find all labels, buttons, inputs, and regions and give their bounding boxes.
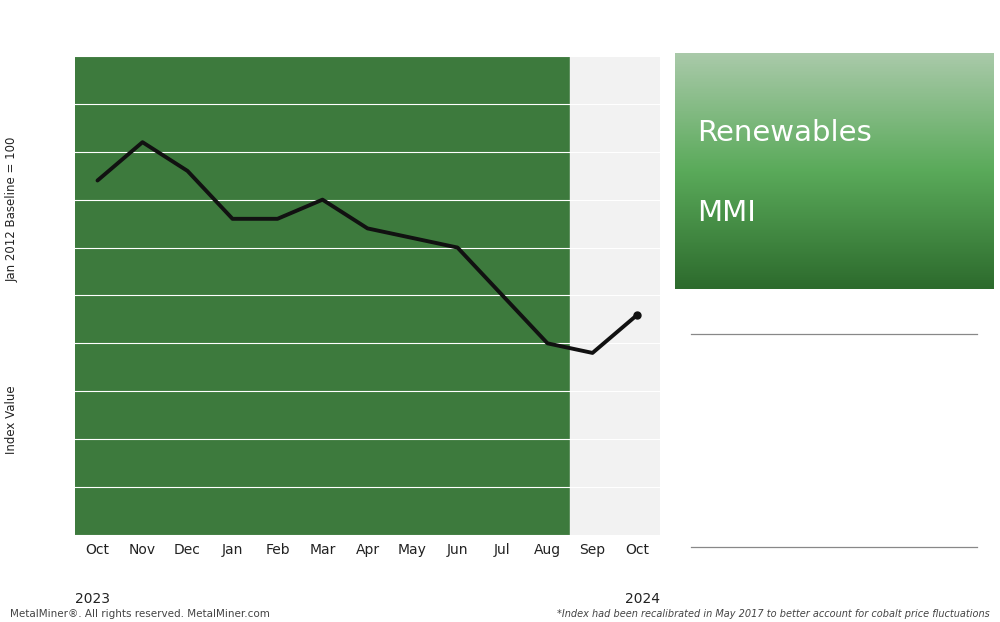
- Text: Jan 2012 Baseline = 100: Jan 2012 Baseline = 100: [5, 137, 19, 282]
- Text: MMI: MMI: [697, 200, 756, 228]
- Text: Sideways: Sideways: [796, 444, 888, 463]
- Text: Renewables: Renewables: [697, 119, 872, 147]
- Text: Index Value: Index Value: [5, 386, 18, 454]
- Text: *Index had been recalibrated in May 2017 to better account for cobalt price fluc: *Index had been recalibrated in May 2017…: [557, 609, 990, 619]
- Bar: [570, 56, 660, 535]
- Text: 2024: 2024: [625, 592, 660, 606]
- Text: to October,: to October,: [796, 394, 906, 414]
- Text: 2023: 2023: [75, 592, 110, 606]
- Text: September: September: [796, 345, 904, 364]
- Text: (Down 0.12%): (Down 0.12%): [796, 494, 934, 513]
- Text: MetalMiner®. All rights reserved. MetalMiner.com: MetalMiner®. All rights reserved. MetalM…: [10, 609, 270, 619]
